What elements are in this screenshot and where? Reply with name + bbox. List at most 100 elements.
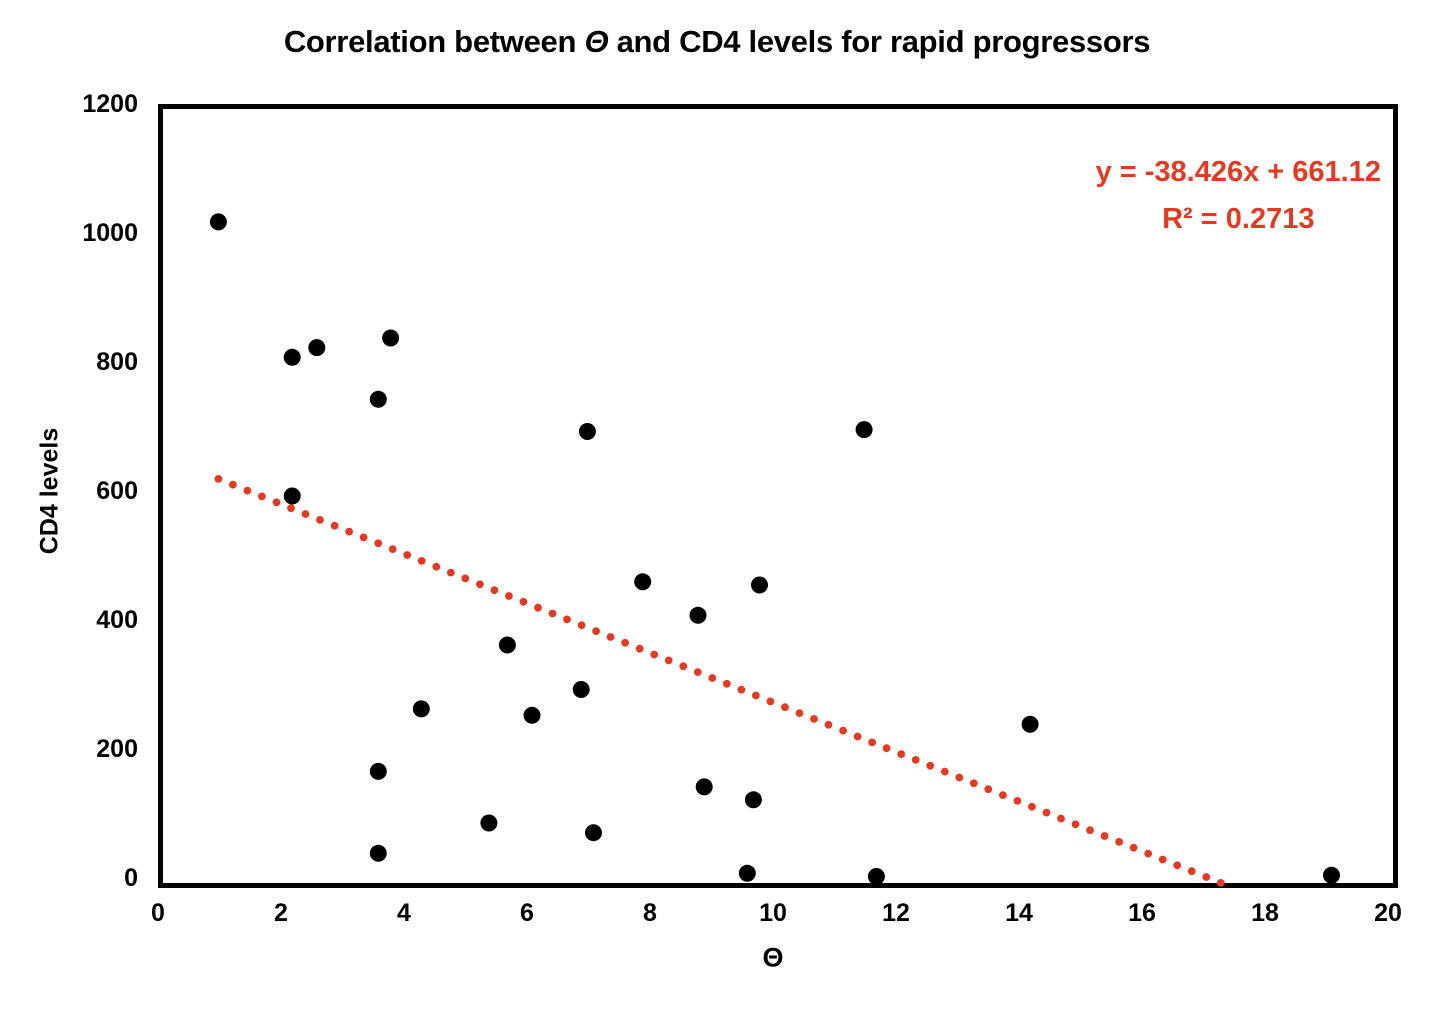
data-point	[855, 421, 873, 439]
trendline-r-squared: R² = 0.2713	[1162, 202, 1315, 235]
trendline-annotation: y = -38.426x + 661.12 R² = 0.2713	[1096, 149, 1381, 243]
trendline-dot	[258, 492, 266, 501]
trendline-dot	[650, 650, 659, 659]
trendline-dot	[853, 732, 862, 741]
x-tick-label: 14	[1005, 899, 1033, 927]
trendline-dot	[766, 697, 775, 706]
trendline-dot	[1216, 879, 1225, 887]
trendline-dot	[301, 510, 310, 518]
x-tick-label: 8	[643, 899, 657, 927]
trendline-dot	[432, 562, 441, 571]
chart-title-suffix: and CD4 levels for rapid progressors	[608, 24, 1151, 59]
trendline-dot	[490, 586, 499, 594]
data-point	[744, 791, 762, 809]
data-point	[738, 864, 756, 882]
data-point	[695, 778, 713, 796]
x-tick-label: 4	[397, 899, 411, 927]
trendline-dot	[1187, 867, 1196, 876]
trendline-dot	[606, 633, 615, 641]
trendline-dot	[810, 715, 818, 723]
trendline-dot	[839, 726, 847, 735]
data-point	[480, 814, 498, 832]
trendline-dot	[316, 516, 324, 524]
data-point	[867, 868, 885, 885]
trendline-dot	[752, 691, 760, 700]
data-point	[308, 339, 326, 357]
trendline-dot	[461, 574, 470, 583]
x-tick-label: 0	[151, 899, 165, 927]
x-tick-label: 10	[759, 899, 787, 927]
trendline-dot	[999, 791, 1007, 799]
data-point	[283, 487, 301, 505]
trendline-dot	[781, 703, 789, 712]
trendline-dot	[897, 750, 906, 758]
trendline-dot	[548, 609, 557, 618]
y-tick-label: 600	[96, 477, 138, 505]
x-axis-title: Θ	[762, 942, 784, 973]
trendline-dot	[1086, 826, 1094, 835]
trendline-dot	[592, 627, 600, 635]
trendline-dot	[403, 551, 412, 559]
data-point	[369, 844, 387, 862]
trendline-dot	[1158, 855, 1167, 864]
x-tick-label: 16	[1128, 899, 1156, 927]
data-point	[1021, 715, 1039, 733]
trendline-dot	[664, 656, 673, 665]
trendline-dot	[1028, 802, 1036, 811]
y-tick-label: 0	[124, 864, 138, 892]
data-point	[572, 681, 590, 698]
x-tick-label: 12	[882, 899, 910, 927]
y-tick-label: 400	[96, 606, 138, 634]
data-point	[283, 348, 301, 366]
y-tick-label: 200	[96, 735, 138, 763]
trendline-dot	[374, 539, 383, 548]
trendline-dot	[476, 580, 484, 589]
trendline-dot	[1013, 797, 1022, 805]
data-point	[634, 573, 652, 591]
y-tick-label: 1200	[82, 90, 138, 118]
trendline-dot	[534, 603, 542, 612]
trendline-dot	[693, 668, 702, 676]
trendline-dot	[1057, 814, 1065, 823]
trendline-dot	[955, 773, 964, 782]
trendline-dot	[911, 756, 920, 764]
x-tick-label: 6	[520, 899, 534, 927]
trendline-dot	[1042, 808, 1051, 817]
y-tick-label: 800	[96, 348, 138, 376]
trendline-dot	[679, 662, 688, 671]
trendline-equation: y = -38.426x + 661.12	[1095, 156, 1381, 188]
trendline-dot	[417, 557, 426, 565]
chart-title-theta: Θ	[584, 24, 609, 59]
trendline-dot	[388, 545, 397, 553]
data-point	[689, 606, 707, 624]
trendline-dot	[621, 638, 629, 647]
data-point	[523, 706, 541, 724]
trendline-dot	[969, 779, 978, 788]
trendline-dot	[1144, 849, 1153, 858]
trendline-dot	[722, 679, 731, 688]
trendline-dot	[577, 621, 586, 630]
trendline-dot	[359, 533, 368, 542]
x-tick-label: 18	[1251, 899, 1279, 927]
data-point	[369, 762, 387, 780]
data-point	[382, 329, 400, 347]
data-point	[412, 700, 430, 718]
chart-title-prefix: Correlation between	[283, 24, 585, 59]
trendline-dot	[1202, 873, 1211, 881]
plot-area: y = -38.426x + 661.12 R² = 0.2713	[158, 104, 1398, 888]
trendline-dot	[519, 597, 528, 606]
data-point	[369, 390, 387, 408]
trendline-dot	[214, 475, 223, 483]
trendline-dot	[940, 767, 949, 776]
trendline-dot	[1173, 861, 1182, 870]
trendline-dot	[708, 674, 717, 682]
trendline-dot	[505, 592, 513, 600]
trendline-dot	[287, 504, 295, 513]
trendline-dot	[882, 744, 891, 753]
trendline-dot	[984, 785, 993, 794]
trendline-dot	[1115, 838, 1123, 846]
data-point	[498, 636, 516, 654]
trendline-dot	[737, 685, 746, 694]
trendline-dot	[272, 498, 281, 507]
trendline-dot	[635, 644, 644, 653]
